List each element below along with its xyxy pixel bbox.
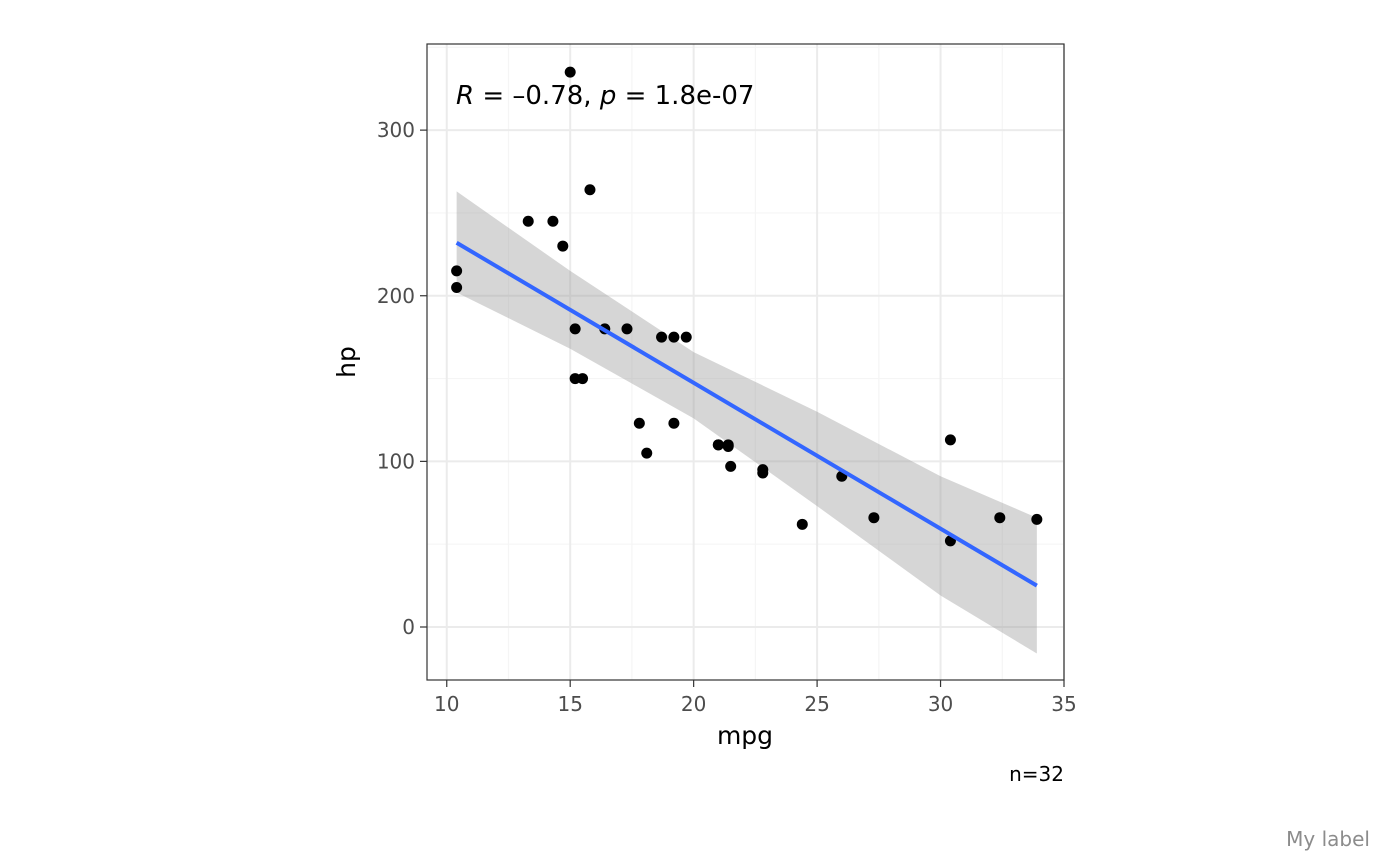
data-point — [451, 265, 463, 277]
p-label: p — [599, 81, 617, 111]
data-point — [557, 240, 569, 252]
confidence-band — [456, 191, 1037, 654]
data-point — [656, 331, 668, 343]
correlation-annotation: R = –0.78, p = 1.8e-07 — [456, 81, 754, 111]
data-point — [569, 323, 581, 335]
data-point — [944, 434, 956, 446]
data-point — [564, 66, 576, 78]
x-axis: 10 15 20 25 30 35 — [434, 680, 1077, 716]
regression-line — [455, 241, 1038, 588]
y-tick-label: 0 — [402, 615, 415, 639]
fit-line-layer — [455, 241, 1038, 588]
data-point — [633, 417, 645, 429]
data-point — [569, 373, 581, 385]
plot-tag: My label — [1286, 827, 1370, 851]
data-point — [584, 184, 596, 196]
minor-gridlines — [427, 44, 1064, 680]
data-point — [668, 331, 680, 343]
y-axis: 0 100 200 300 — [377, 118, 427, 639]
data-point — [712, 439, 724, 451]
confidence-band-layer — [456, 191, 1037, 654]
caption: n=32 — [1009, 762, 1064, 786]
y-tick-label: 200 — [377, 284, 415, 308]
data-point — [757, 464, 769, 476]
data-point — [796, 518, 808, 530]
data-point — [725, 460, 737, 472]
data-point — [1031, 513, 1043, 525]
y-tick-label: 100 — [377, 449, 415, 473]
x-tick-label: 15 — [557, 692, 582, 716]
data-point — [680, 331, 692, 343]
data-point — [668, 417, 680, 429]
data-point — [621, 323, 633, 335]
data-point — [722, 440, 734, 452]
x-axis-title: mpg — [717, 721, 773, 750]
p-value: = 1.8e-07 — [616, 81, 754, 111]
data-point — [868, 512, 880, 524]
data-point — [547, 215, 559, 227]
data-point — [451, 281, 463, 293]
y-tick-label: 300 — [377, 118, 415, 142]
x-tick-label: 10 — [434, 692, 459, 716]
data-point — [522, 215, 534, 227]
r-label: R — [456, 81, 474, 111]
x-tick-label: 25 — [804, 692, 829, 716]
y-axis-title: hp — [332, 346, 361, 378]
data-points-layer — [451, 66, 1043, 547]
data-point — [641, 447, 653, 459]
panel-border — [426, 43, 1065, 681]
x-tick-label: 20 — [681, 692, 706, 716]
data-point — [994, 512, 1006, 524]
x-tick-label: 30 — [928, 692, 953, 716]
r-value: = –0.78, — [474, 81, 600, 111]
x-tick-label: 35 — [1051, 692, 1076, 716]
